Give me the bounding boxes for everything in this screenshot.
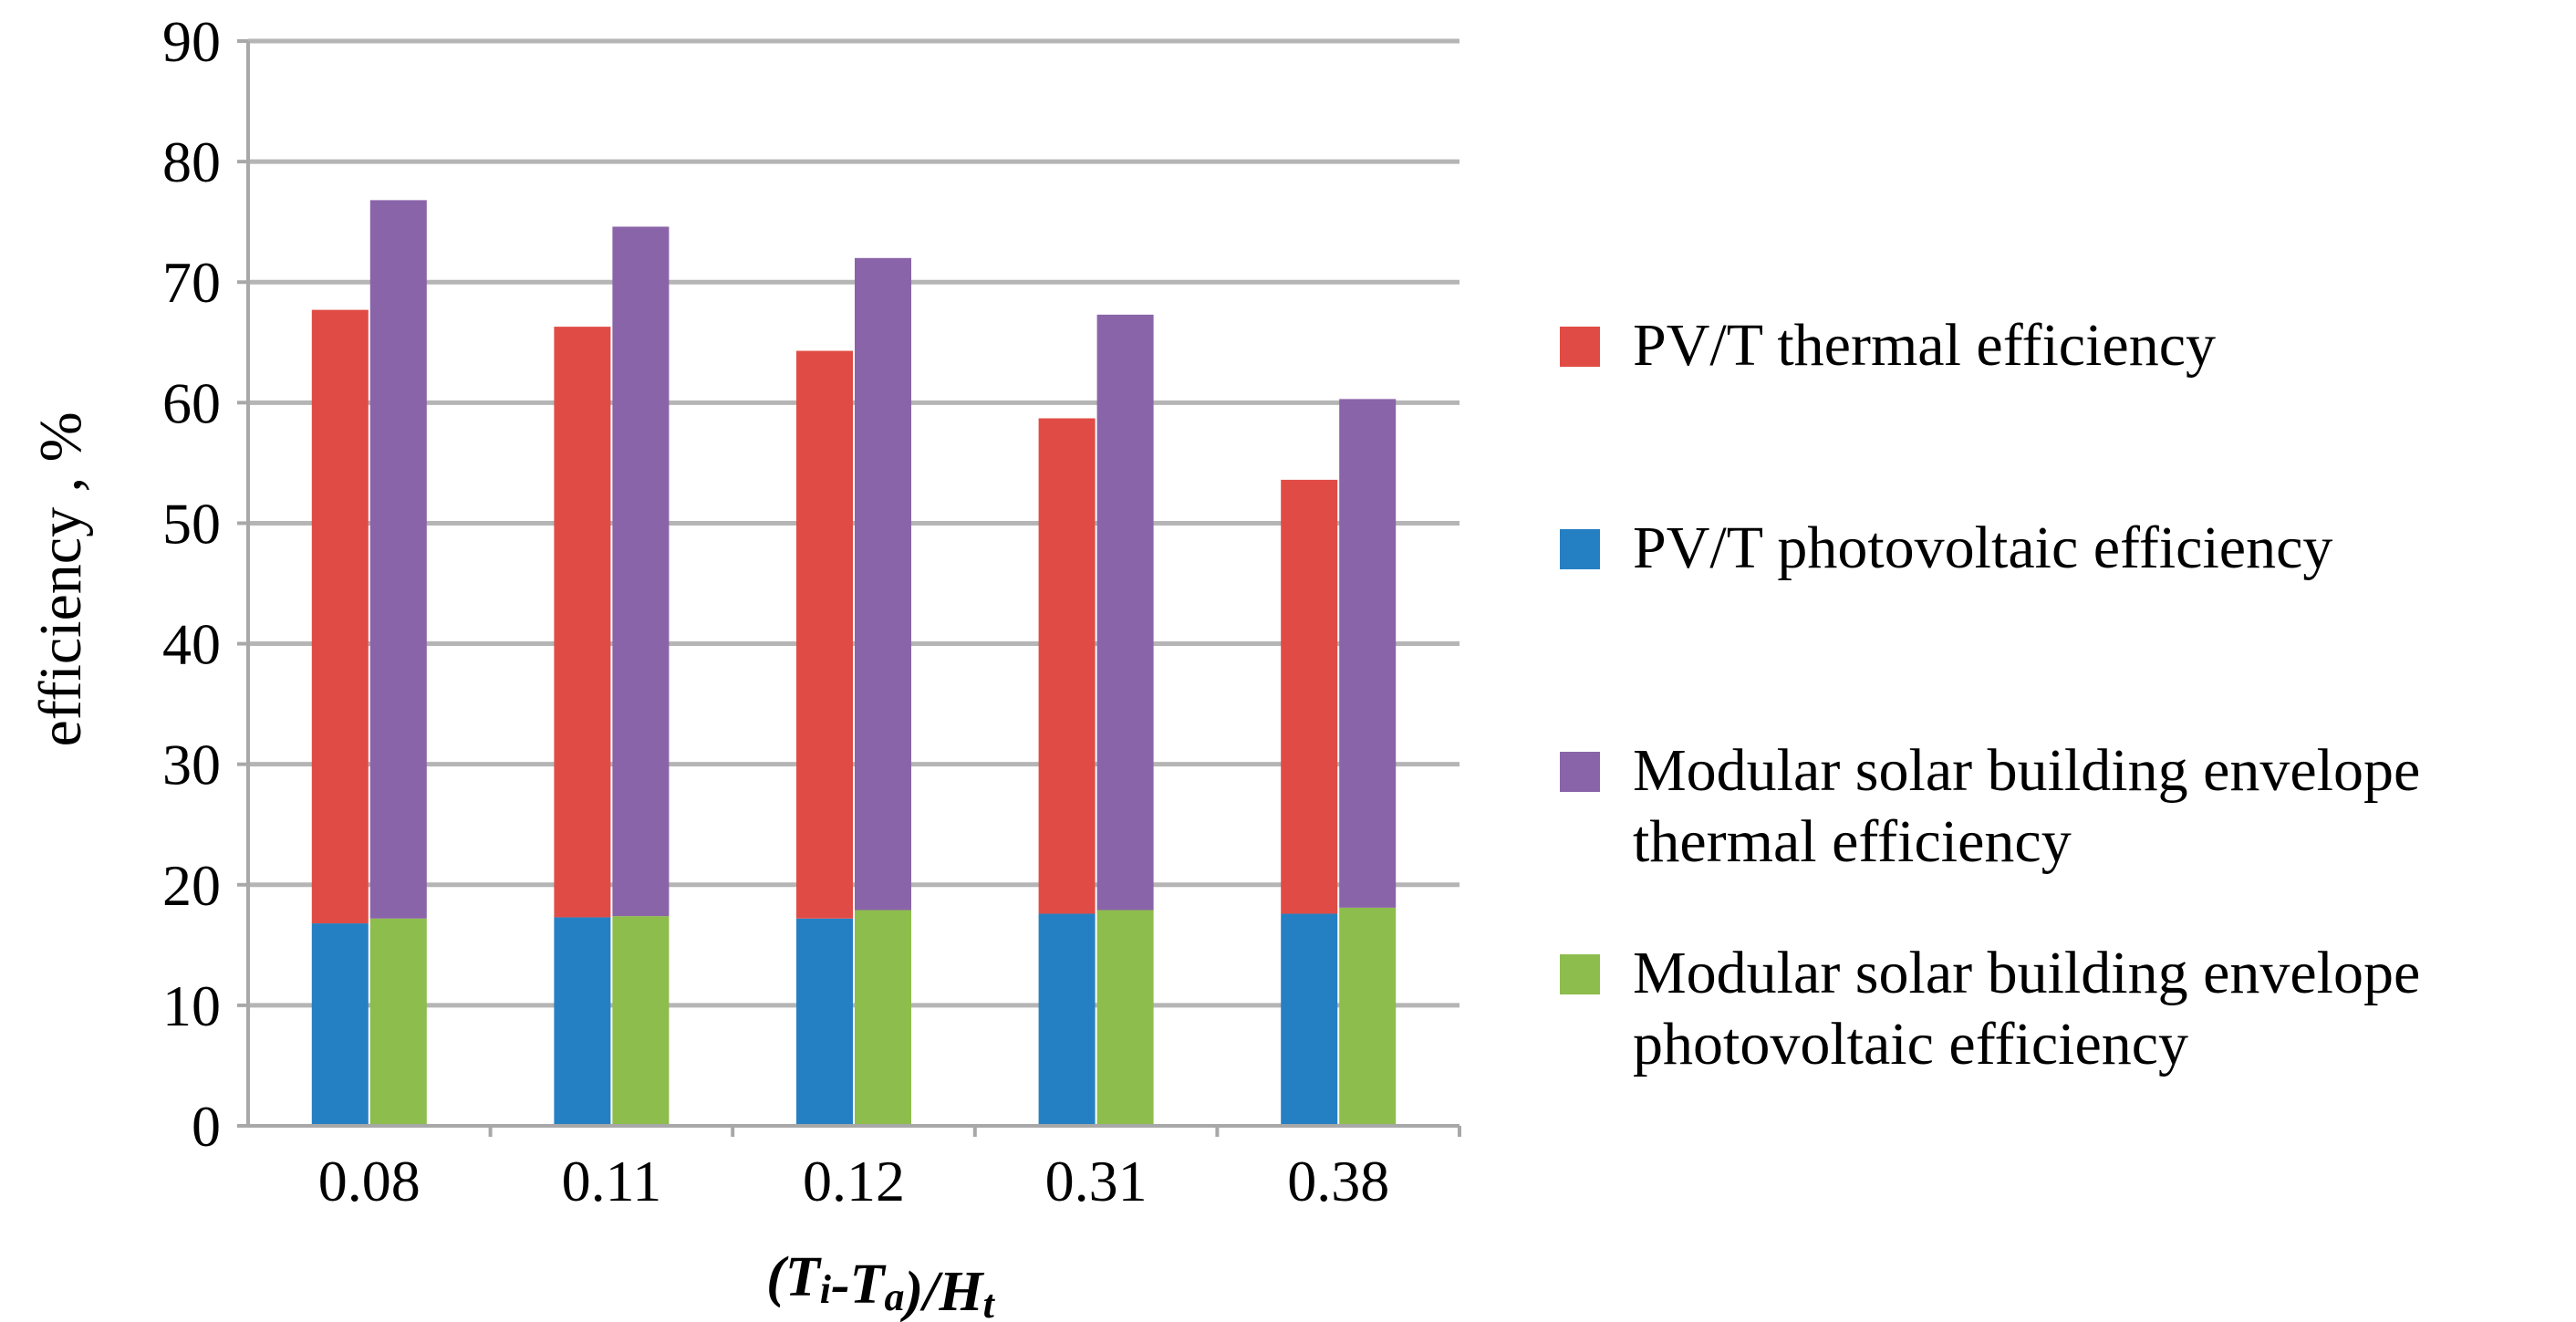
x-axis-title-part: t — [983, 1282, 996, 1322]
bar-segment — [855, 910, 911, 1126]
legend-label: PV/T thermal efficiency — [1633, 312, 2217, 379]
y-tick-label: 20 — [162, 853, 221, 918]
legend-item-envelope-photovoltaic: Modular solar building envelope photovol… — [1560, 938, 2420, 1080]
bar-segment — [1339, 399, 1397, 908]
legend-label: Modular solar building envelope photovol… — [1633, 940, 2421, 1077]
bar-segment — [612, 916, 670, 1126]
bar-segment — [1281, 913, 1338, 1126]
x-tick-label: 0.31 — [1045, 1149, 1148, 1213]
x-axis-title-part: )/H — [899, 1261, 984, 1322]
axes — [237, 39, 1461, 1137]
legend-label: Modular solar building envelope thermal … — [1633, 737, 2421, 875]
bar-segment — [796, 350, 853, 919]
legend-item-pvt-photovoltaic: PV/T photovoltaic efficiency — [1560, 513, 2332, 584]
x-axis-title: (Ti-Ta)/Ht — [766, 1246, 995, 1322]
bar-segment — [311, 309, 369, 924]
x-axis-title-part: a — [884, 1275, 904, 1319]
bar-segment — [612, 226, 670, 917]
y-tick-label: 80 — [162, 130, 221, 194]
bar-segment — [1038, 913, 1096, 1126]
y-tick-label: 50 — [162, 491, 221, 556]
y-tick-label: 60 — [162, 370, 221, 435]
legend-label: PV/T photovoltaic efficiency — [1633, 515, 2333, 581]
bar-segment — [369, 200, 427, 919]
legend-swatch — [1560, 954, 1600, 994]
bar-segment — [796, 918, 853, 1126]
legend-swatch — [1560, 752, 1600, 792]
y-tick-label: 90 — [162, 9, 221, 74]
bar-segment — [1096, 910, 1154, 1126]
x-tick-label: 0.11 — [562, 1149, 662, 1213]
legend-item-envelope-thermal: Modular solar building envelope thermal … — [1560, 735, 2420, 878]
y-tick-label: 0 — [192, 1094, 221, 1159]
bar-segment — [554, 917, 611, 1126]
x-tick-label: 0.08 — [318, 1149, 421, 1213]
y-tick-label: 70 — [162, 250, 221, 315]
x-axis-title-part: (T — [766, 1246, 822, 1308]
bar-segment — [554, 327, 611, 918]
tick-labels: 0 10 20 30 40 50 60 70 80 90 0.08 0.11 0.12 0.31 0.38 — [162, 9, 1389, 1213]
bar-segment — [855, 257, 911, 911]
bar-segment — [1096, 314, 1154, 911]
bar-segment — [369, 918, 427, 1126]
bar-segment — [311, 923, 369, 1126]
bars — [311, 200, 1397, 1126]
y-tick-label: 40 — [162, 612, 221, 677]
bar-segment — [1281, 479, 1338, 914]
x-tick-label: 0.12 — [803, 1149, 905, 1213]
bar-segment — [1038, 418, 1096, 914]
gridlines — [248, 38, 1459, 1008]
x-tick-label: 0.38 — [1287, 1149, 1389, 1213]
x-axis-title-part: -T — [831, 1254, 887, 1316]
legend-swatch — [1560, 327, 1600, 367]
legend-item-pvt-thermal: PV/T thermal efficiency — [1560, 310, 2216, 381]
y-axis-title: efficiency , % — [27, 411, 94, 746]
x-axis-title-part: i — [820, 1267, 832, 1312]
legend-swatch — [1560, 529, 1600, 569]
bar-segment — [1339, 907, 1397, 1126]
y-tick-label: 30 — [162, 733, 221, 797]
y-tick-label: 10 — [162, 973, 221, 1038]
